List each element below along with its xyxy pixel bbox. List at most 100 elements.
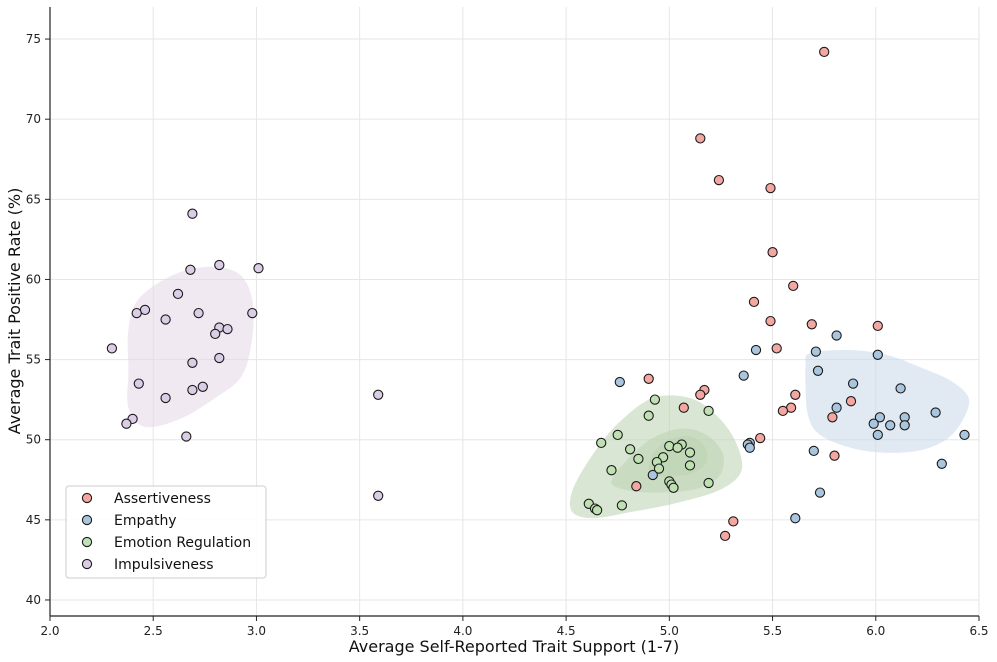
data-point [247, 307, 258, 319]
data-point [831, 402, 842, 413]
data-point [631, 481, 642, 492]
data-point [777, 405, 789, 417]
y-axis-label: Average Trait Positive Rate (%) [5, 188, 24, 435]
data-point [703, 405, 714, 417]
y-tick-label: 45 [26, 513, 41, 527]
axes [45, 7, 980, 621]
x-tick-label: 6.5 [969, 624, 988, 638]
data-point [187, 357, 198, 368]
data-point [719, 530, 731, 542]
data-point [895, 383, 906, 394]
legend-box [65, 485, 267, 579]
data-point [214, 352, 225, 364]
data-point [647, 469, 658, 481]
data-point [790, 513, 801, 524]
data-point [829, 450, 840, 461]
data-point [814, 487, 826, 498]
data-point [678, 402, 689, 413]
legend-marker [81, 558, 93, 570]
data-point [160, 392, 171, 404]
x-tick-label: 3.5 [350, 624, 369, 638]
data-point [767, 247, 778, 258]
data-point [808, 445, 819, 457]
data-point [668, 482, 679, 493]
y-tick-label: 50 [26, 433, 41, 447]
data-point [373, 389, 384, 400]
x-tick-label: 5.5 [763, 624, 782, 638]
data-point [765, 182, 776, 194]
legend: Assertiveness Empathy Emotion Regulation Im… [65, 485, 267, 579]
data-point [160, 314, 171, 325]
data-point [193, 307, 204, 319]
data-point [750, 344, 762, 356]
y-tick-label: 60 [26, 272, 41, 286]
data-point [253, 263, 264, 274]
data-point [810, 346, 822, 357]
data-point [106, 343, 118, 354]
data-point [181, 431, 192, 442]
legend-marker [81, 492, 93, 504]
data-point [643, 373, 654, 384]
data-point [930, 407, 941, 418]
data-point [845, 396, 857, 407]
data-point [847, 378, 859, 389]
data-point [812, 365, 824, 376]
legend-marker [81, 514, 93, 526]
y-tick-label: 65 [26, 192, 41, 206]
data-point [596, 437, 607, 449]
density-region [127, 266, 254, 428]
data-point [624, 444, 636, 455]
density-region [569, 395, 743, 519]
density-regions [127, 266, 970, 519]
data-point [819, 46, 830, 58]
data-point [653, 463, 665, 474]
data-point [222, 323, 233, 335]
data-point [936, 458, 947, 469]
density-region [805, 349, 970, 453]
data-point [872, 429, 883, 441]
data-point [788, 280, 799, 292]
x-tick-label: 2.5 [144, 624, 163, 638]
data-point [713, 174, 725, 186]
data-point [684, 460, 696, 471]
data-point [616, 500, 628, 511]
data-point [831, 330, 842, 341]
data-point [684, 447, 696, 458]
data-point [185, 264, 196, 275]
y-tick-label: 75 [26, 32, 41, 46]
data-point [827, 412, 838, 423]
data-point [755, 432, 766, 444]
data-point [959, 429, 970, 441]
x-tick-label: 4.5 [557, 624, 576, 638]
data-point [874, 412, 886, 423]
density-region [611, 428, 724, 493]
x-tick-label: 4.0 [453, 624, 472, 638]
data-point [121, 418, 132, 429]
x-tick-label: 6.0 [866, 624, 885, 638]
tick-labels: 2.0 2.5 3.0 3.5 4.0 4.5 5.0 5.5 6.0 6.5 40 45 50 55 60… [26, 32, 989, 638]
data-point [885, 420, 896, 431]
y-tick-label: 55 [26, 353, 41, 367]
legend-label: Impulsiveness [114, 557, 214, 573]
data-point [738, 370, 749, 381]
data-point [591, 505, 603, 516]
data-point [614, 376, 625, 388]
data-point [765, 315, 776, 327]
x-tick-label: 2.0 [40, 624, 59, 638]
data-point [703, 477, 714, 489]
legend-label: Empathy [114, 513, 177, 529]
data-point [172, 288, 184, 300]
x-tick-label: 5.0 [660, 624, 679, 638]
data-point [373, 490, 384, 501]
data-point [744, 442, 755, 453]
data-point [672, 442, 683, 453]
data-point [695, 133, 706, 144]
data-point [187, 384, 198, 396]
data-point [806, 319, 817, 330]
data-point [649, 394, 661, 405]
data-point [728, 516, 739, 527]
data-point [133, 378, 144, 389]
x-axis-label: Average Self-Reported Trait Support (1-7… [349, 637, 679, 656]
data-point [606, 465, 617, 476]
